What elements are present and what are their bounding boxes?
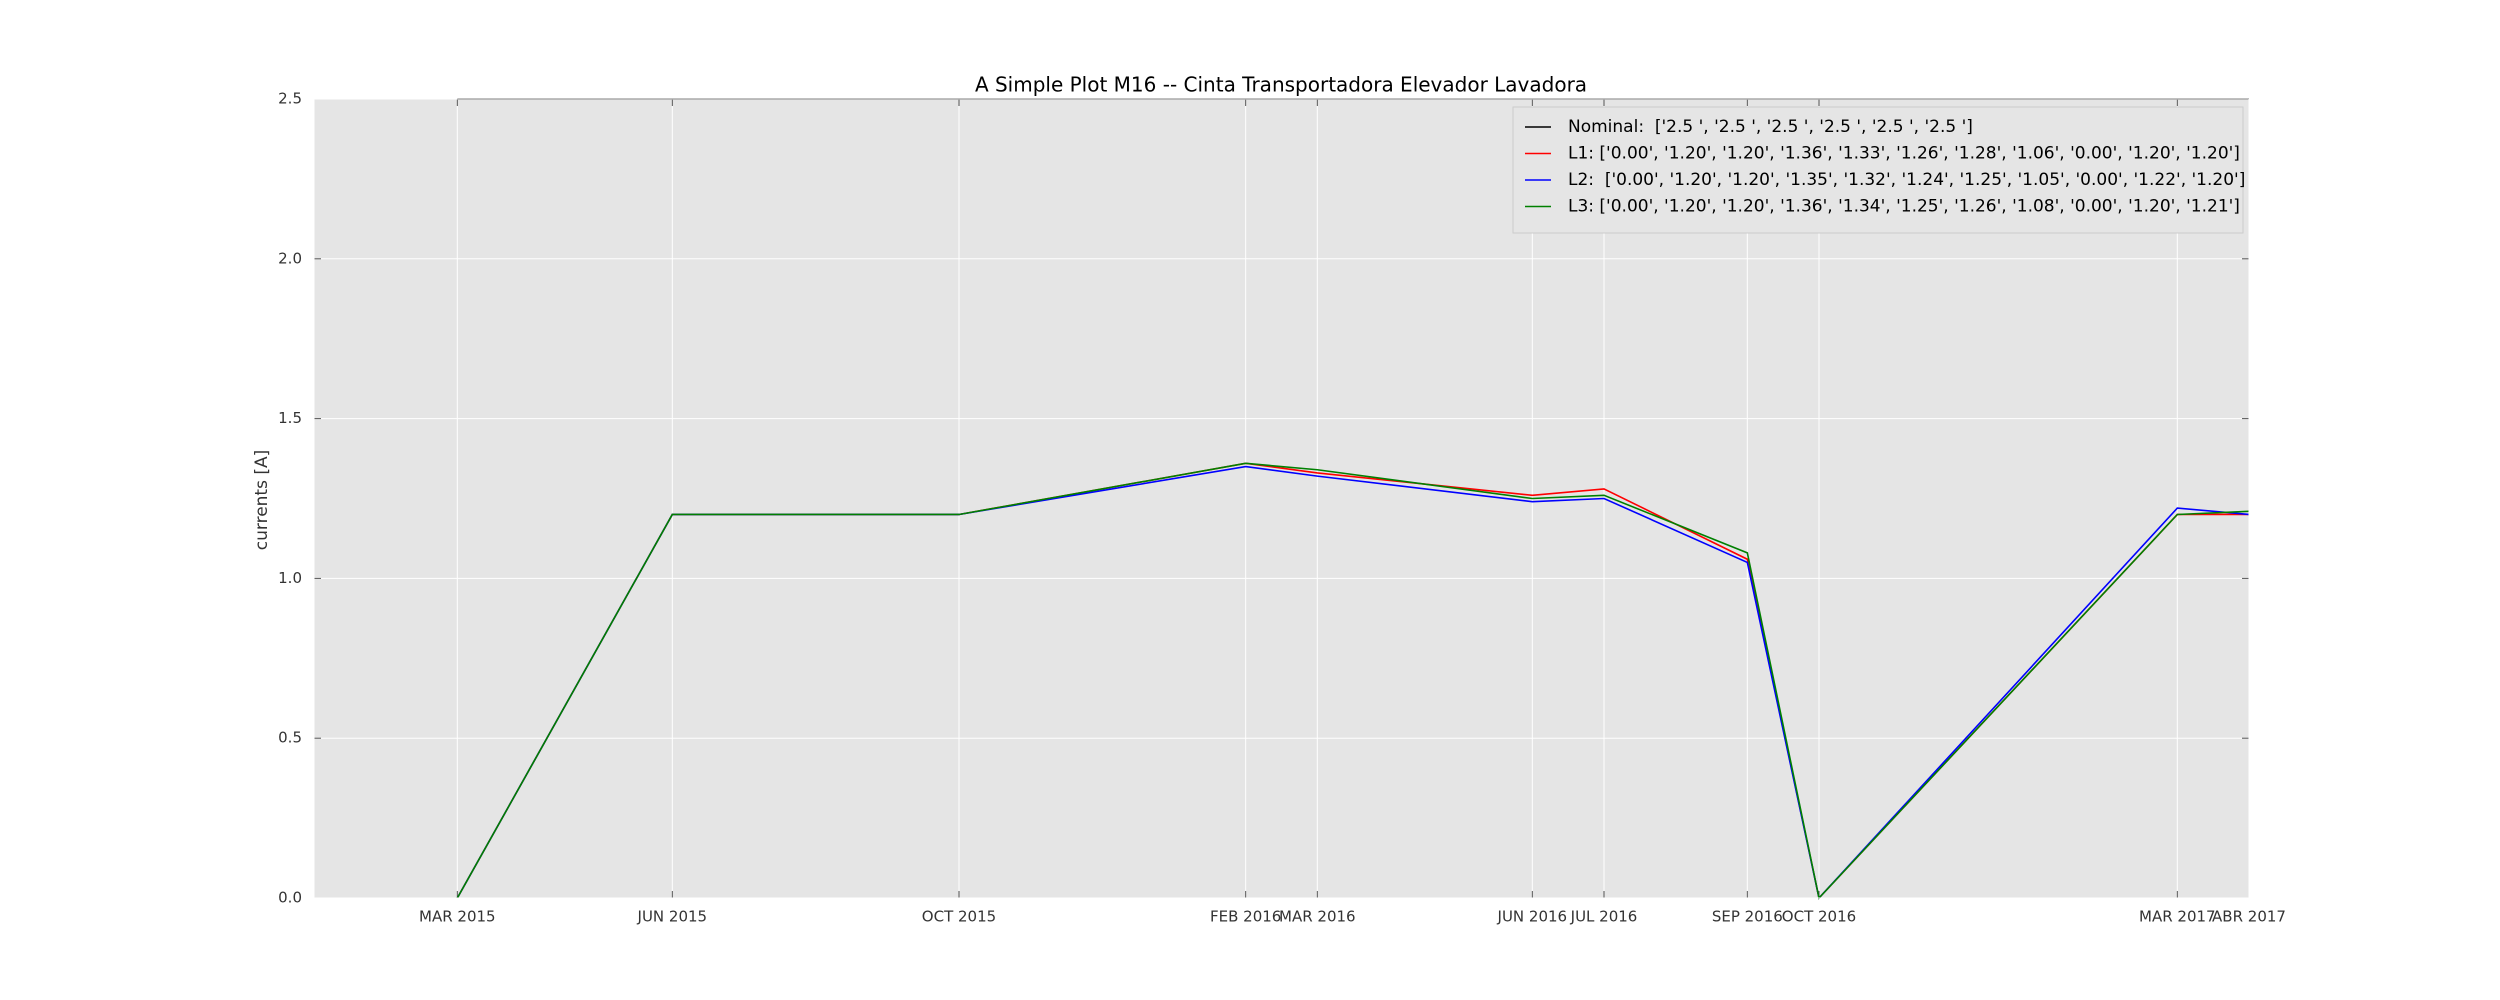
- y-tick-label: 2.0: [278, 249, 302, 267]
- series-line: [456, 462, 2250, 900]
- chart-title: A Simple Plot M16 -- Cinta Transportador…: [975, 73, 1587, 97]
- legend-label: L2: ['0.00', '1.20', '1.20', '1.35', '1.…: [1568, 170, 2245, 190]
- y-axis-label: currents [A]: [252, 450, 272, 550]
- x-tick-label: JUN 2016: [1497, 908, 1568, 926]
- x-tick-label: OCT 2015: [922, 908, 996, 926]
- legend-box: [1512, 106, 2244, 234]
- x-tick-label: MAR 2017: [2139, 908, 2216, 926]
- plot-frame: [313, 98, 2250, 899]
- x-tick-label: ABR 2017: [2212, 908, 2286, 926]
- legend-label: Nominal: ['2.5 ', '2.5 ', '2.5 ', '2.5 '…: [1568, 117, 1973, 137]
- y-tick-label: 2.5: [278, 90, 302, 108]
- x-tick-label: JUN 2015: [637, 908, 708, 926]
- x-tick-label: FEB 2016: [1210, 908, 1281, 926]
- legend-label: L3: ['0.00', '1.20', '1.20', '1.36', '1.…: [1568, 197, 2240, 217]
- x-tick-label: JUL 2016: [1570, 908, 1638, 926]
- x-tick-label: MAR 2015: [419, 908, 496, 926]
- legend-label: L1: ['0.00', '1.20', '1.20', '1.36', '1.…: [1568, 144, 2240, 164]
- x-tick-label: MAR 2016: [1279, 908, 1356, 926]
- y-tick-label: 0.5: [278, 729, 302, 747]
- y-tick-label: 1.5: [278, 409, 302, 427]
- x-tick-label: SEP 2016: [1712, 908, 1783, 926]
- y-tick-label: 1.0: [278, 569, 302, 587]
- x-tick-label: OCT 2016: [1782, 908, 1856, 926]
- y-tick-label: 0.0: [278, 889, 302, 907]
